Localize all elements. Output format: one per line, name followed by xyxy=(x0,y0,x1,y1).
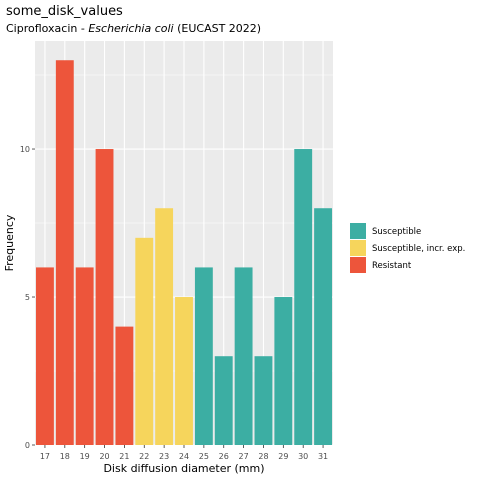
y-axis: 0 5 10 xyxy=(20,145,35,450)
subtitle-prefix: Ciprofloxacin - xyxy=(6,22,88,35)
bar-17 xyxy=(35,267,54,445)
x-tick-label: 19 xyxy=(80,452,90,461)
bar-24 xyxy=(175,297,193,445)
bar-23 xyxy=(155,208,174,445)
y-tick-label: 0 xyxy=(25,441,30,450)
subtitle-suffix: (EUCAST 2022) xyxy=(174,22,261,35)
x-axis-title: Disk diffusion diameter (mm) xyxy=(103,462,264,475)
bar-26 xyxy=(214,356,233,445)
legend-key-S xyxy=(350,223,366,239)
x-axis: 17 18 19 20 21 22 23 24 25 26 27 28 29 30 31 xyxy=(40,445,328,461)
y-tick-label: 10 xyxy=(20,145,30,154)
x-tick-label: 26 xyxy=(219,452,229,461)
x-tick-label: 18 xyxy=(60,452,70,461)
x-tick-label: 21 xyxy=(119,452,129,461)
x-tick-label: 29 xyxy=(278,452,288,461)
y-axis-title: Frequency xyxy=(3,214,16,271)
bar-28 xyxy=(254,356,273,445)
bars xyxy=(35,60,333,445)
bar-30 xyxy=(294,149,313,445)
bar-25 xyxy=(194,267,213,445)
x-tick-label: 27 xyxy=(239,452,249,461)
legend: Susceptible Susceptible, incr. exp. Resist… xyxy=(350,223,465,273)
x-tick-label: 30 xyxy=(298,452,308,461)
bar-27 xyxy=(234,267,253,445)
x-tick-label: 28 xyxy=(258,452,268,461)
bar-18 xyxy=(55,60,74,445)
legend-label: Resistant xyxy=(372,261,412,271)
bar-29 xyxy=(274,297,293,445)
subtitle-organism: Escherichia coli xyxy=(88,22,173,35)
bar-19 xyxy=(75,267,94,445)
legend-label: Susceptible, incr. exp. xyxy=(372,244,465,254)
chart-subtitle: Ciprofloxacin - Escherichia coli (EUCAST… xyxy=(6,22,261,35)
y-tick-label: 5 xyxy=(25,293,30,302)
legend-label: Susceptible xyxy=(372,227,421,237)
legend-key-R xyxy=(350,257,366,273)
x-tick-label: 17 xyxy=(40,452,50,461)
legend-key-I xyxy=(350,240,366,256)
bar-21 xyxy=(115,326,134,445)
x-tick-label: 22 xyxy=(139,452,149,461)
x-tick-label: 31 xyxy=(318,452,328,461)
bar-20 xyxy=(95,149,114,445)
x-tick-label: 20 xyxy=(99,452,109,461)
bar-22 xyxy=(135,237,154,445)
x-tick-label: 24 xyxy=(179,452,189,461)
bar-31 xyxy=(314,208,333,445)
chart-title: some_disk_values xyxy=(6,4,123,19)
x-tick-label: 25 xyxy=(199,452,209,461)
x-tick-label: 23 xyxy=(159,452,169,461)
